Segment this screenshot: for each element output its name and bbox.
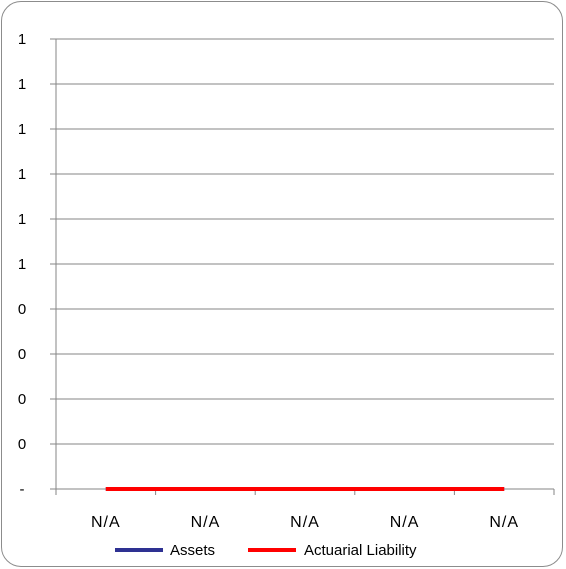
y-tick-label: 0: [18, 436, 26, 453]
y-tick-label: 1: [18, 121, 26, 138]
grid-lines: [56, 38, 554, 445]
y-tick-label: 0: [18, 346, 26, 363]
legend: Assets Actuarial Liability: [115, 542, 417, 559]
x-tick-labels: N/A N/A N/A N/A N/A: [91, 514, 519, 531]
x-tick-label: N/A: [489, 514, 519, 531]
y-tick-label: 1: [18, 31, 26, 48]
y-tick-label: 0: [18, 391, 26, 408]
axes: [50, 38, 555, 495]
y-tick-label: 1: [18, 256, 26, 273]
legend-label: Actuarial Liability: [304, 542, 417, 559]
x-tick-label: N/A: [390, 514, 420, 531]
y-tick-label: 1: [18, 211, 26, 228]
y-tick-labels: - 0 0 0 0 1 1 1 1 1 1: [18, 31, 26, 498]
x-tick-label: N/A: [91, 514, 121, 531]
y-tick-label: 0: [18, 301, 26, 318]
x-tick-label: N/A: [290, 514, 320, 531]
y-tick-label: -: [20, 481, 25, 498]
x-tick-label: N/A: [191, 514, 221, 531]
y-tick-label: 1: [18, 166, 26, 183]
y-tick-label: 1: [18, 76, 26, 93]
legend-label: Assets: [170, 542, 215, 559]
